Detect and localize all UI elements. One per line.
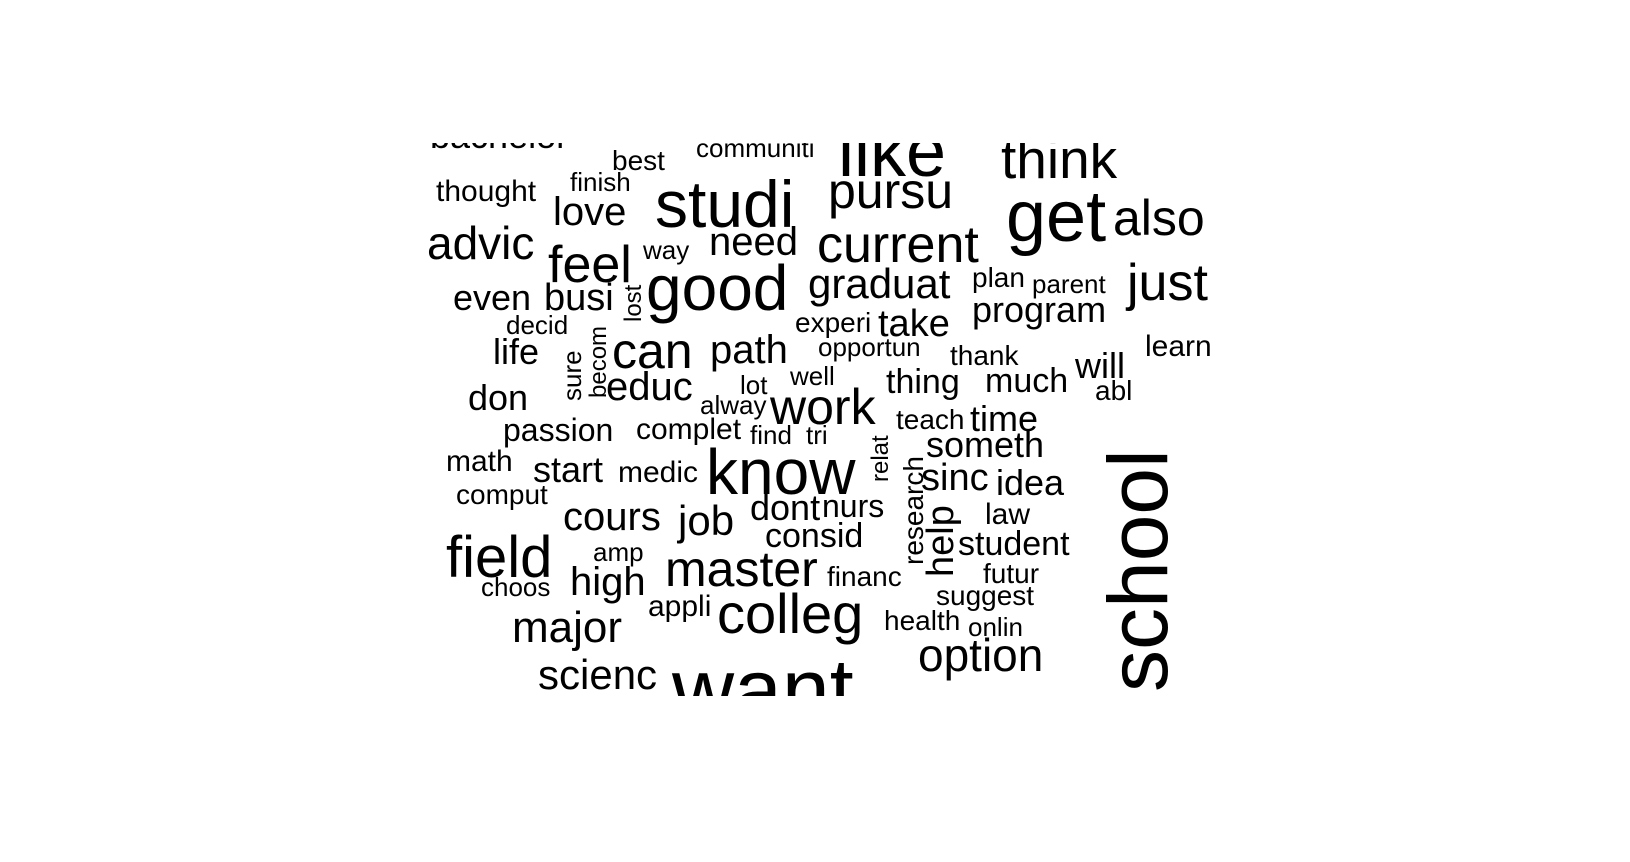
- word-option: option: [918, 629, 1044, 682]
- word-love: love: [553, 190, 627, 235]
- word-tri: tri: [806, 419, 828, 450]
- word-best: best: [612, 145, 665, 177]
- word-lot: lot: [740, 369, 768, 400]
- word-learn: learn: [1145, 330, 1212, 364]
- word-student: student: [958, 525, 1070, 564]
- word-parent: parent: [1032, 268, 1106, 299]
- word-futur: futur: [983, 558, 1040, 590]
- word-time: time: [970, 398, 1039, 440]
- word-pursu: pursu: [828, 163, 954, 219]
- word-cloud: bachelor best communiti like think thought fin…: [0, 143, 1630, 696]
- word-cours: cours: [563, 495, 661, 540]
- word-health: health: [884, 605, 961, 637]
- word-opportun: opportun: [818, 331, 921, 362]
- word-dont: dont: [750, 487, 821, 529]
- word-need: need: [709, 220, 798, 265]
- word-teach: teach: [896, 404, 965, 436]
- word-sinc: sinc: [921, 456, 989, 499]
- word-program: program: [972, 289, 1107, 331]
- word-like: like: [838, 143, 947, 192]
- word-choos: choos: [481, 571, 551, 602]
- word-busi: busi: [544, 276, 614, 319]
- word-feel: feel: [548, 236, 632, 295]
- word-financ: financ: [827, 561, 902, 593]
- word-consid: consid: [765, 517, 864, 556]
- word-will: will: [1075, 345, 1125, 387]
- word-life: life: [493, 331, 540, 373]
- word-communiti: communiti: [696, 143, 815, 163]
- word-complet: complet: [636, 413, 742, 447]
- word-medic: medic: [618, 456, 699, 490]
- word-suggest: suggest: [936, 580, 1035, 612]
- word-colleg: colleg: [717, 582, 864, 646]
- word-work: work: [770, 379, 876, 435]
- word-passion: passion: [503, 411, 614, 448]
- word-idea: idea: [996, 462, 1065, 504]
- word-thing: thing: [886, 363, 960, 402]
- word-nurs: nurs: [822, 487, 885, 524]
- word-help: help: [919, 505, 962, 577]
- word-alway: alway: [700, 389, 767, 420]
- word-want: want: [672, 642, 854, 696]
- word-get: get: [1006, 176, 1107, 257]
- word-can: can: [612, 323, 693, 379]
- word-appli: appli: [648, 590, 712, 624]
- word-scienc: scienc: [538, 650, 658, 696]
- word-lost: lost: [619, 284, 647, 322]
- word-master: master: [665, 541, 818, 597]
- word-graduat: graduat: [808, 259, 951, 307]
- word-well: well: [790, 360, 835, 391]
- word-advic: advic: [427, 217, 535, 270]
- word-don: don: [468, 377, 529, 419]
- word-school: school: [1090, 449, 1185, 692]
- word-start: start: [533, 449, 604, 491]
- word-also: also: [1113, 190, 1205, 246]
- word-thought: thought: [436, 175, 537, 209]
- word-even: even: [453, 277, 532, 319]
- word-find: find: [750, 419, 792, 450]
- word-experi: experi: [795, 307, 872, 339]
- word-think: think: [1001, 143, 1118, 190]
- word-sure: sure: [557, 350, 588, 401]
- word-studi: studi: [655, 166, 795, 241]
- word-path: path: [710, 328, 788, 373]
- word-onlin: onlin: [968, 611, 1023, 642]
- word-way: way: [643, 234, 690, 265]
- word-field: field: [446, 525, 553, 591]
- word-take: take: [878, 302, 950, 345]
- word-thank: thank: [950, 340, 1019, 372]
- word-just: just: [1127, 254, 1208, 313]
- word-someth: someth: [926, 424, 1045, 466]
- word-job: job: [678, 496, 735, 544]
- word-much: much: [985, 362, 1069, 401]
- word-comput: comput: [456, 479, 548, 511]
- word-finish: finish: [570, 166, 631, 197]
- word-bachelor: bachelor: [430, 143, 568, 154]
- word-abl: abl: [1095, 375, 1133, 407]
- word-current: current: [817, 216, 979, 275]
- word-math: math: [446, 445, 513, 479]
- word-amp: amp: [593, 536, 644, 567]
- word-law: law: [985, 498, 1031, 532]
- word-relat: relat: [866, 435, 894, 482]
- word-plan: plan: [972, 262, 1025, 294]
- word-decid: decid: [506, 309, 569, 340]
- word-major: major: [512, 602, 623, 652]
- word-know: know: [706, 435, 856, 508]
- word-good: good: [646, 251, 789, 324]
- word-high: high: [570, 560, 646, 605]
- word-educ: educ: [606, 365, 693, 410]
